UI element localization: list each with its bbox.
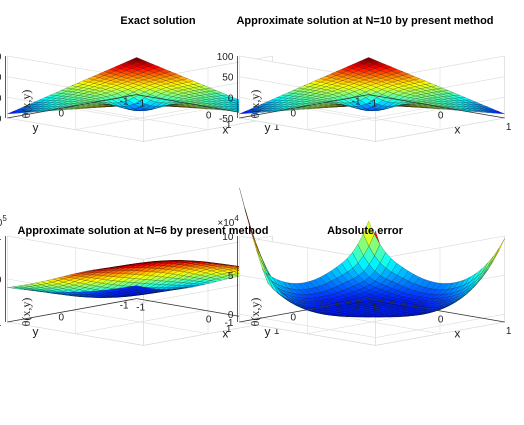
y-tick-label: -1 <box>352 97 361 108</box>
z-tick-label: -1 <box>0 318 2 329</box>
y-axis-label: y <box>33 324 39 338</box>
z-tick-label: -50 <box>219 114 234 125</box>
axis-lines <box>236 236 505 323</box>
x-axis-line <box>368 298 505 323</box>
z-tick-label: -1 <box>224 318 233 329</box>
panel-title: Approximate solution at N=6 by present m… <box>18 225 269 237</box>
z-tick-label: 10 <box>222 232 234 243</box>
z-tick-label: 50 <box>0 73 2 84</box>
y-axis-label: y <box>265 120 271 134</box>
x-tick-label: 1 <box>506 122 512 133</box>
y-axis-label: y <box>33 120 39 134</box>
y-axis-line <box>239 298 369 323</box>
x-axis-line <box>368 94 505 119</box>
panel-title: Approximate solution at N=10 by present … <box>236 15 493 27</box>
x-tick-label: 0 <box>438 314 444 325</box>
z-axis-label: θ(x,y) <box>248 90 262 119</box>
y-axis-line <box>239 94 369 119</box>
x-tick-label: -1 <box>136 303 145 314</box>
panel-title: Absolute error <box>327 225 404 237</box>
axis-lines <box>236 56 505 119</box>
z-tick-label: 5 <box>228 271 234 282</box>
y-tick-label: 0 <box>58 108 64 119</box>
x-tick-label: -1 <box>368 99 377 110</box>
y-tick-label: -1 <box>120 97 129 108</box>
z-tick-label: 0 <box>228 310 234 321</box>
y-axis-line <box>7 298 137 323</box>
y-tick-label: 0 <box>290 108 296 119</box>
x-tick-label: -1 <box>368 303 377 314</box>
y-tick-label: -1 <box>352 301 361 312</box>
x-tick-label: 1 <box>506 326 512 337</box>
y-axis-line <box>7 94 137 119</box>
panel-title: Exact solution <box>120 15 195 27</box>
x-axis-label: x <box>222 122 228 136</box>
z-tick-label: 50 <box>222 73 234 84</box>
z-axis-label: θ(x,y) <box>19 298 33 327</box>
y-tick-label: 0 <box>290 312 296 323</box>
z-tick-label: 0 <box>228 93 234 104</box>
surface-panel-3: -101-101-101xyθ(x,y)×105Approximate solu… <box>0 214 280 346</box>
surface-patch <box>131 285 143 289</box>
x-axis-label: x <box>222 326 228 340</box>
x-tick-label: 1 <box>274 326 280 337</box>
z-axis-label: θ(x,y) <box>248 298 262 327</box>
x-tick-label: 0 <box>206 314 212 325</box>
surface-patch <box>362 57 375 63</box>
x-axis-label: x <box>454 326 460 340</box>
z-tick-label: 1 <box>0 232 2 243</box>
y-tick-label: 1 <box>226 324 232 335</box>
y-axis-label: y <box>265 324 271 338</box>
z-tick-label: 0 <box>0 93 2 104</box>
x-tick-label: 0 <box>438 110 444 121</box>
surface-patch <box>363 220 375 247</box>
x-axis-label: x <box>454 122 460 136</box>
z-tick-label: 0 <box>0 275 2 286</box>
z-multiplier: ×104 <box>217 214 239 229</box>
z-tick-label: 100 <box>217 52 234 63</box>
z-tick-label: 100 <box>0 52 2 63</box>
surface-mesh <box>239 57 505 115</box>
z-multiplier: ×105 <box>0 214 7 229</box>
y-tick-label: 0 <box>58 312 64 323</box>
x-tick-label: 1 <box>274 122 280 133</box>
x-tick-label: 0 <box>206 110 212 121</box>
surface-patch <box>130 57 143 63</box>
z-tick-label: -50 <box>0 114 2 125</box>
y-tick-label: -1 <box>120 301 129 312</box>
z-axis-label: θ(x,y) <box>19 90 33 119</box>
y-tick-label: 1 <box>226 120 232 131</box>
x-tick-label: -1 <box>136 99 145 110</box>
